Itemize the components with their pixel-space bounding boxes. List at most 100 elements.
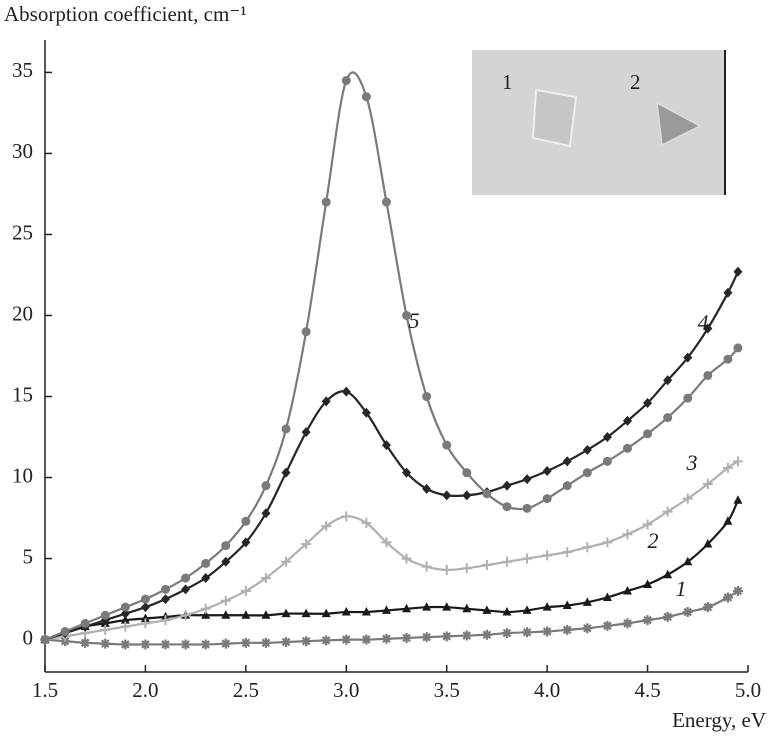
point [642,615,653,626]
point [221,556,231,567]
point [261,610,271,619]
point [40,635,50,645]
point [663,569,673,579]
point [201,610,211,619]
point [502,502,512,512]
point [100,638,111,649]
point [261,508,271,519]
point [281,608,291,618]
point [381,537,392,548]
point [281,556,292,567]
point [402,603,412,613]
point [140,594,150,604]
point [201,558,211,568]
point [181,573,191,583]
point [522,605,532,614]
point [582,468,592,478]
point [200,639,211,650]
x-tick-label: 5.0 [735,678,761,702]
point [622,618,633,629]
point [361,517,372,528]
point [723,516,733,525]
point [602,620,613,631]
point [482,489,492,499]
point [381,197,391,207]
y-axis-title: Absorption coefficient, cm⁻¹ [4,2,247,26]
point [140,639,151,650]
point [582,542,593,553]
point [361,634,372,645]
point [221,541,231,551]
point [321,521,332,532]
y-tick-label: 25 [12,220,33,244]
point [281,467,291,478]
point [120,602,130,612]
point [562,481,572,491]
point [180,610,191,621]
point [361,407,371,418]
point [703,323,713,334]
series-label: 5 [409,308,420,333]
point [522,503,532,513]
point [441,564,452,575]
point [702,479,713,490]
point [462,490,472,501]
point [522,553,533,564]
point [321,197,331,207]
point [421,632,432,643]
point [462,468,472,478]
point [502,480,512,491]
x-tick-label: 2.5 [233,678,259,702]
point [180,639,191,650]
point [321,396,331,407]
point [542,550,553,561]
point [120,615,130,624]
point [733,266,743,277]
x-tick-label: 4.5 [634,678,660,702]
point [442,490,452,501]
point [161,584,171,594]
point [181,584,191,595]
point [622,415,632,426]
x-tick-label: 4.0 [534,678,560,702]
point [502,607,512,616]
y-tick-label: 15 [12,382,33,406]
point [221,610,231,619]
crystal-1 [531,88,578,148]
crystal-2 [656,101,702,147]
x-tick-label: 1.5 [32,678,58,702]
point [522,627,533,638]
point [341,511,352,522]
point [241,537,251,548]
point [301,608,311,618]
point [442,602,452,611]
point [381,440,391,451]
point [402,310,412,320]
point [602,592,612,601]
point [100,624,111,635]
point [683,393,693,403]
point [120,608,130,619]
point [200,603,211,614]
point [682,493,693,504]
point [542,466,552,477]
point [220,638,231,649]
point [562,600,572,610]
point [501,556,512,567]
point [422,602,432,611]
point [80,637,91,648]
point [160,639,171,650]
point [643,429,653,439]
point [662,506,673,517]
series-line [44,271,739,641]
point [582,623,593,634]
series-label: 3 [686,450,698,475]
point [160,615,171,626]
point [260,573,271,584]
point [442,440,452,450]
point [663,413,673,423]
inset-label: 1 [502,70,513,94]
point [582,444,592,455]
point [401,632,412,643]
point [682,607,693,618]
